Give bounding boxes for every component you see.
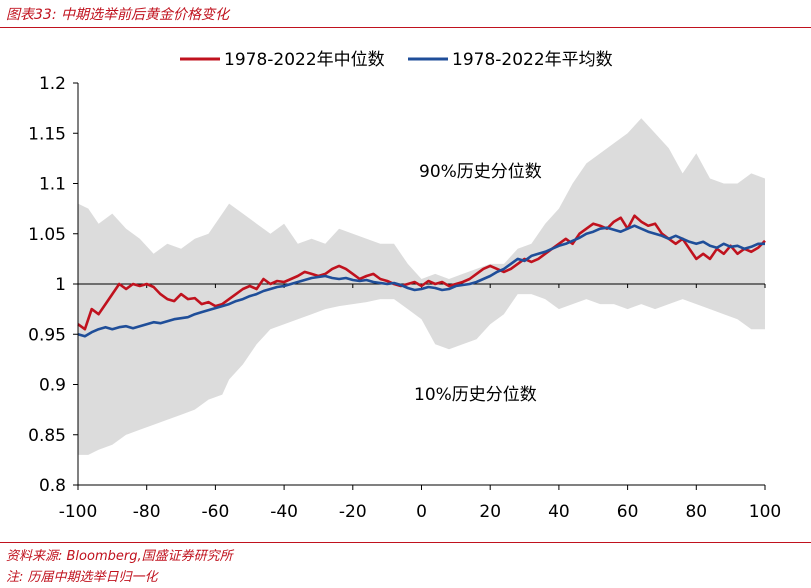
axes <box>73 82 766 490</box>
x-tick-label: 80 <box>685 502 707 522</box>
series-layer <box>77 214 766 338</box>
x-tick-label: 40 <box>548 502 570 522</box>
y-tick-label: 1.05 <box>28 225 66 245</box>
y-tick-label: 1.15 <box>28 124 66 144</box>
y-tick-label: 0.95 <box>28 325 66 345</box>
figure-title: 图表33: 中期选举前后黄金价格变化 <box>6 7 229 23</box>
legend-label-median: 1978-2022年中位数 <box>224 50 385 70</box>
legend: 1978-2022年中位数 1978-2022年平均数 <box>180 50 613 70</box>
y-tick-label: 1.1 <box>39 175 66 195</box>
annotation-lower: 10%历史分位数 <box>414 385 537 405</box>
y-tick-label: 1 <box>55 275 66 295</box>
median-line <box>77 214 766 331</box>
gold-price-chart: 0.8 0.85 0.9 0.95 1 1.05 1.1 1.15 1.2 -100 -80 -60 -… <box>28 50 781 522</box>
x-tick-label: 20 <box>479 502 501 522</box>
x-tick-label: -60 <box>202 502 230 522</box>
legend-label-mean: 1978-2022年平均数 <box>452 50 613 70</box>
x-tick-label: 0 <box>416 502 427 522</box>
mean-line <box>77 224 765 338</box>
source-note: 资料来源: Bloomberg,国盛证券研究所 <box>6 549 233 564</box>
x-tick-label: -40 <box>270 502 298 522</box>
y-tick-label: 0.85 <box>28 426 66 446</box>
x-tick-label: -20 <box>339 502 367 522</box>
annotation-upper: 90%历史分位数 <box>419 162 542 182</box>
y-tick-label: 1.2 <box>39 74 66 94</box>
x-tick-label: 100 <box>749 502 781 522</box>
x-tick-label: 60 <box>617 502 639 522</box>
x-tick-label: -80 <box>133 502 161 522</box>
footer-divider <box>0 542 811 543</box>
x-tick-label: -100 <box>59 502 98 522</box>
y-tick-label: 0.8 <box>39 476 66 496</box>
y-tick-label: 0.9 <box>39 376 66 396</box>
tick-labels: 0.8 0.85 0.9 0.95 1 1.05 1.1 1.15 1.2 -100 -80 -60 -… <box>28 74 781 522</box>
title-divider <box>0 27 811 28</box>
footnote: 注: 历届中期选举日归一化 <box>6 570 158 585</box>
